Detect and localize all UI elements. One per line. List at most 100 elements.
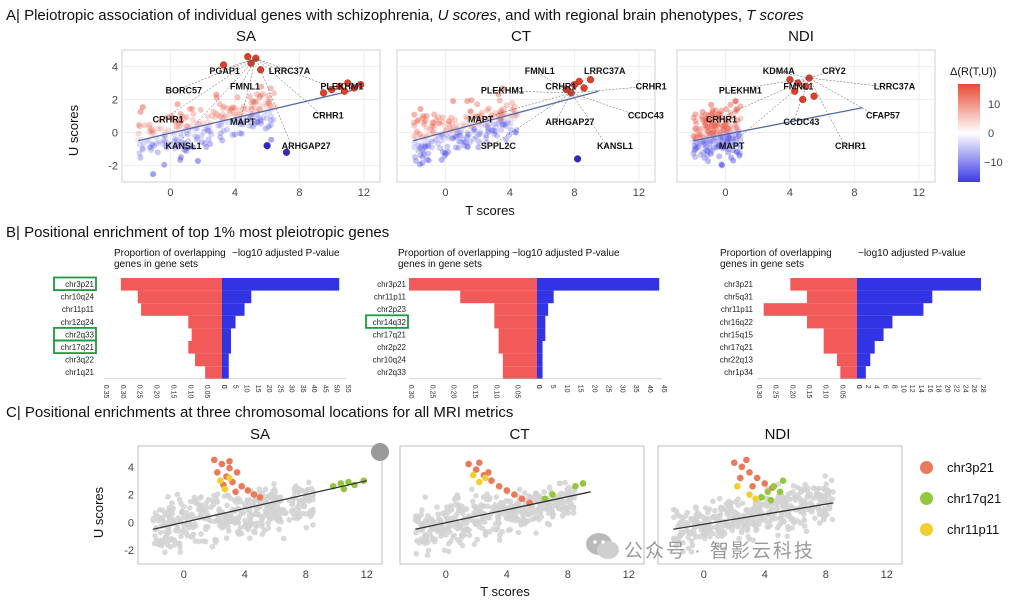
category-label: chr1p34 [724,368,753,377]
series-point-chr3p21 [214,469,221,476]
background-point [444,504,450,511]
data-point [183,130,190,137]
data-point [177,117,184,124]
data-point [254,115,261,122]
background-point [823,481,830,487]
data-point [457,138,464,145]
highlight-point [319,89,328,97]
highlight-box [53,339,97,355]
background-point [484,503,491,509]
data-point [253,98,260,105]
series-point-chr3p21 [495,482,503,490]
bar-left [502,366,537,379]
data-point [708,122,715,129]
data-point [692,153,699,160]
b-ct-chart: chr3p21 chr11p11 chr2p23 chr14q32 chr17q21 ch… [365,278,667,399]
bar-right [857,366,866,379]
c-panel-ndi: NDI 0 4 8 12 [650,426,905,586]
data-point [465,130,472,137]
data-point [496,118,503,125]
data-point [452,144,459,151]
data-point [471,127,478,134]
category-label: chr12q24 [61,318,95,327]
data-point [485,120,492,127]
data-point [188,143,195,150]
data-point [423,125,430,132]
background-point [546,502,552,508]
gene-leader-line [255,58,331,87]
data-point [732,121,739,128]
a-panel-ndi: NDI KDM4A CRY2 PLEKHM1 FMNL1 LRRC37A CRHR1 CCD… [665,28,937,208]
left-tick-label: 0.15 [169,385,176,399]
data-point [251,121,258,128]
series-point-chr17q21 [541,495,549,503]
gene-label: CRHR1 [313,111,344,121]
data-point [213,91,220,98]
data-point [724,137,731,144]
data-point [181,115,188,122]
data-point [417,143,424,150]
data-point [429,138,436,145]
data-point [422,117,429,124]
background-point [711,515,718,521]
data-point [258,118,265,125]
data-point [424,142,431,149]
c-panel-ct: CT 0 4 8 12 [392,426,647,586]
background-point [298,498,304,504]
background-point [561,491,567,498]
right-tick-label: 5 [231,385,238,389]
data-point [729,126,736,133]
background-point [533,492,540,498]
series-point-chr17q21 [776,488,784,496]
background-point [433,525,440,531]
b-panel-sa: Proportion of overlapping genes in gene … [20,246,360,404]
data-point [428,123,435,130]
background-point [157,529,164,536]
data-point [724,142,731,149]
background-point [247,514,253,521]
data-point [437,133,444,140]
data-point [145,137,152,144]
background-point [480,503,487,509]
right-tick-label: 25 [604,385,611,393]
left-tick-label: 0.05 [838,385,845,399]
data-point [706,144,713,151]
gray-marker [371,443,389,461]
data-point [693,140,700,147]
data-point [484,123,491,130]
background-point [265,525,272,531]
data-point [467,108,474,115]
a-ct-title: CT [511,28,531,45]
category-label: chr10q24 [373,356,407,365]
data-point [177,122,184,129]
background-point [169,500,175,506]
background-point [726,514,733,521]
background-point [412,513,419,519]
gene-label: MAPT [719,141,745,151]
data-point [419,153,426,160]
series-point-chr3p21 [511,491,518,498]
background-point [216,508,222,514]
data-point [722,122,729,129]
highlight-point [340,87,349,95]
background-point [474,536,481,543]
background-point [790,482,797,489]
bar-left [195,353,222,367]
x-tick-label: 12 [633,187,645,199]
background-point [784,533,791,540]
data-point [704,138,711,145]
series-point-chr17q21 [579,480,587,487]
data-point [693,126,700,133]
background-point [541,489,547,495]
bar-right [222,303,245,316]
y-tick-label: -2 [124,545,134,557]
data-point [428,144,435,151]
data-point [702,121,709,128]
panel-a-title: A| Pleiotropic association of individual… [6,7,804,24]
data-point [497,110,504,117]
highlight-point [282,148,291,156]
background-point [723,506,729,513]
background-point [688,538,695,544]
data-point [248,106,255,113]
data-point [720,122,727,129]
